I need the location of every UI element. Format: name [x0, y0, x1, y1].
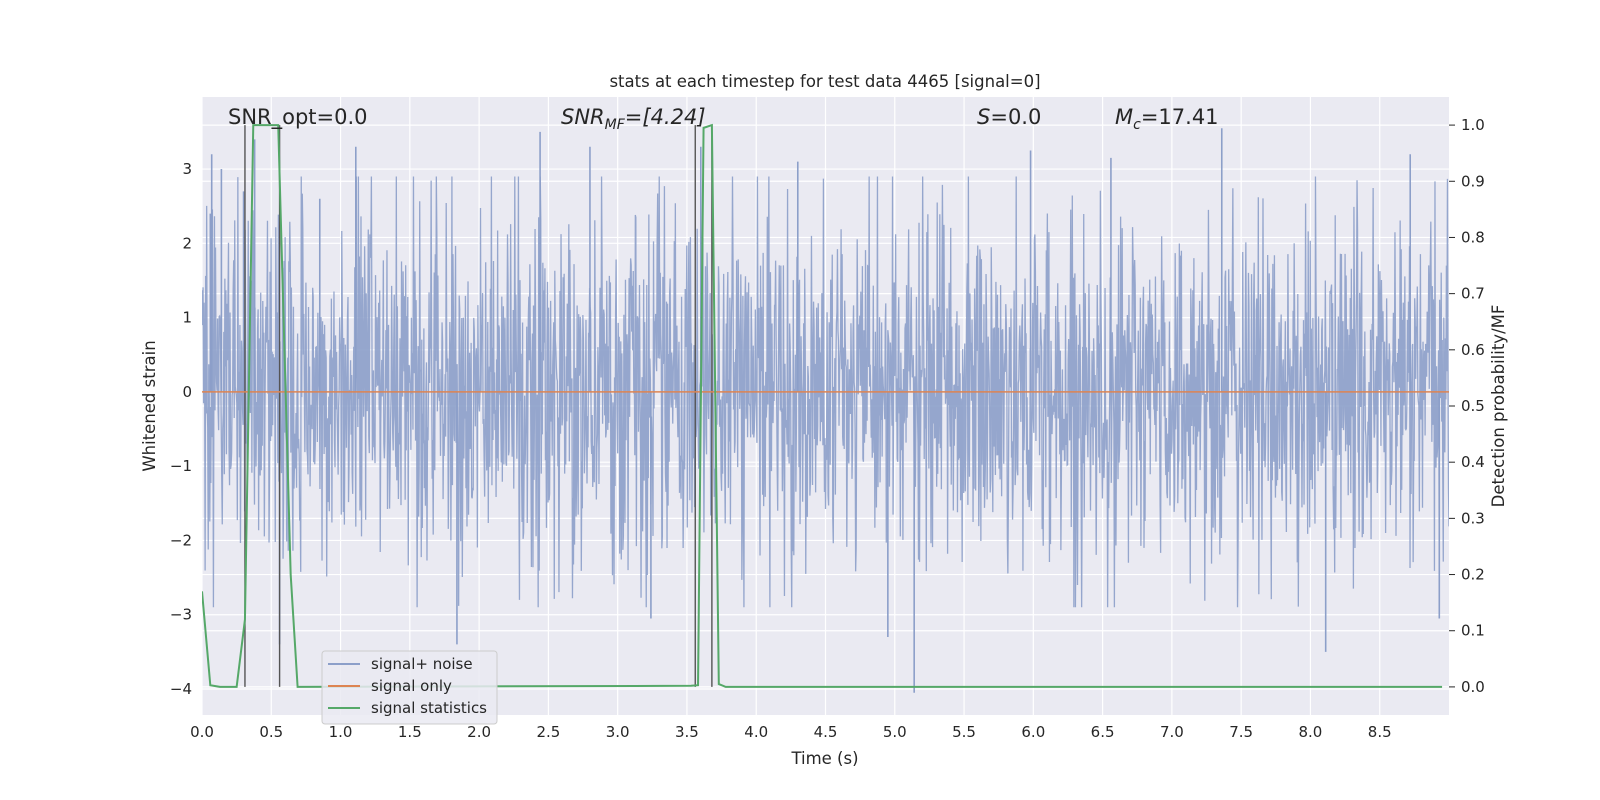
signal-noise-line [202, 176, 1449, 608]
annotation-s-rest: =0.0 [990, 105, 1041, 129]
annotation-mc-rest: =17.41 [1141, 105, 1219, 129]
y2-tick-label: 0.6 [1461, 341, 1485, 359]
annotation-snr-mf: SNRMF=[4.24] [561, 105, 706, 133]
y-tick-label: −3 [170, 606, 192, 624]
y2-tick-label: 1.0 [1461, 116, 1485, 134]
y2-axis-label: Detection probability/MF [1489, 305, 1508, 508]
y2-tick-label: 0.1 [1461, 622, 1485, 640]
x-tick-label: 0.5 [259, 723, 283, 741]
y-tick-label: −2 [170, 531, 192, 549]
annotation-snr-mf-rest: =[4.24] [625, 105, 706, 129]
chart-title: stats at each timestep for test data 446… [609, 72, 1040, 91]
legend-label-signal: signal only [371, 677, 452, 695]
x-tick-label: 2.5 [536, 723, 560, 741]
x-tick-label: 3.5 [675, 723, 699, 741]
y-axis-ticks: 3 2 1 0 −1 −2 −3 −4 [170, 160, 192, 698]
y2-tick-label: 0.2 [1461, 566, 1485, 584]
x-tick-label: 1.5 [398, 723, 422, 741]
y2-tick-label: 0.5 [1461, 397, 1485, 415]
x-axis-ticks: 0.0 0.5 1.0 1.5 2.0 2.5 3.0 3.5 4.0 4.5 5.0 5.5 6.0 6… [190, 723, 1392, 741]
x-tick-label: 4.0 [744, 723, 768, 741]
y-tick-label: 1 [182, 309, 192, 327]
x-tick-label: 1.0 [329, 723, 353, 741]
annotation-mc: Mc=17.41 [1115, 105, 1219, 133]
x-tick-label: 7.0 [1160, 723, 1184, 741]
x-tick-label: 4.5 [814, 723, 838, 741]
annotation-s-main: S [977, 105, 990, 129]
legend: signal+ noise signal only signal statist… [321, 650, 498, 725]
annotation-snr-mf-sub: MF [605, 117, 626, 133]
y2-axis-ticks: 1.0 0.9 0.8 0.7 0.6 0.5 0.4 0.3 0.2 0.1 0.0 [1449, 116, 1485, 696]
x-tick-label: 3.0 [606, 723, 630, 741]
signal-statistics-line [202, 123, 1443, 688]
y-tick-label: −1 [170, 457, 192, 475]
x-tick-label: 0.0 [190, 723, 214, 741]
annotation-snr-mf-main: SNR [561, 105, 605, 129]
annotation-snr-opt: SNR_opt=0.0 [228, 105, 368, 130]
x-tick-label: 5.5 [952, 723, 976, 741]
y2-tick-label: 0.3 [1461, 509, 1485, 527]
annotation-mc-sub: c [1133, 117, 1141, 133]
y2-tick-label: 0.7 [1461, 285, 1485, 303]
y-tick-label: 2 [182, 234, 192, 252]
y-tick-label: −4 [170, 680, 192, 698]
legend-label-stats: signal statistics [371, 699, 487, 717]
y-tick-label: 0 [182, 383, 192, 401]
y2-tick-label: 0.4 [1461, 453, 1485, 471]
x-axis-label: Time (s) [790, 749, 858, 768]
y2-tick-label: 0.0 [1461, 678, 1485, 696]
signal-statistics-series [202, 123, 1443, 688]
y2-tick-label: 0.9 [1461, 172, 1485, 190]
x-tick-label: 2.0 [467, 723, 491, 741]
legend-box [321, 650, 498, 725]
y2-tick-label: 0.8 [1461, 228, 1485, 246]
x-tick-label: 6.0 [1021, 723, 1045, 741]
legend-label-noise: signal+ noise [371, 655, 473, 673]
x-tick-label: 8.0 [1299, 723, 1323, 741]
x-tick-label: 5.0 [883, 723, 907, 741]
x-tick-label: 7.5 [1229, 723, 1253, 741]
annotation-s: S=0.0 [977, 105, 1041, 129]
y-tick-label: 3 [182, 160, 192, 178]
x-tick-label: 6.5 [1091, 723, 1115, 741]
annotation-mc-main: M [1115, 105, 1133, 129]
y-axis-label: Whitened strain [140, 340, 159, 471]
x-tick-label: 8.5 [1368, 723, 1392, 741]
